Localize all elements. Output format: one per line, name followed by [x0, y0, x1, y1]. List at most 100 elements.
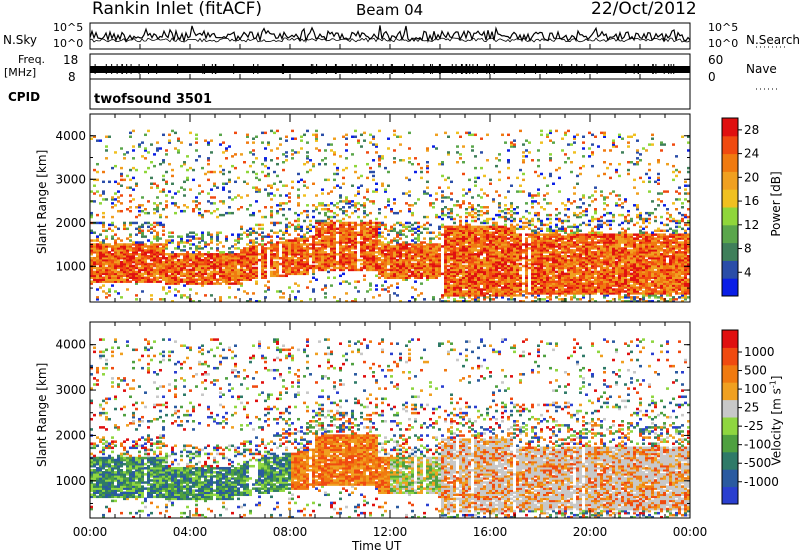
heatmap-cell — [186, 260, 189, 264]
heatmap-cell — [162, 178, 165, 182]
heatmap-cell — [507, 176, 510, 180]
heatmap-cell — [291, 241, 294, 244]
heatmap-cell — [195, 280, 198, 283]
heatmap-cell — [237, 208, 240, 211]
heatmap-cell — [162, 223, 165, 227]
heatmap-cell — [213, 278, 216, 281]
heatmap-cell — [345, 223, 348, 227]
heatmap-cell — [117, 266, 120, 270]
heatmap-cell — [120, 174, 123, 178]
heatmap-cell — [462, 296, 465, 299]
heatmap-cell — [114, 225, 117, 229]
heatmap-cell — [459, 223, 462, 227]
heatmap-cell — [417, 237, 420, 240]
heatmap-cell — [453, 255, 456, 258]
heatmap-cell — [159, 258, 162, 262]
heatmap-cell — [444, 251, 447, 254]
heatmap-cell — [462, 280, 465, 283]
heatmap-cell — [210, 253, 213, 256]
heatmap-cell — [477, 284, 480, 287]
heatmap-cell — [243, 278, 246, 281]
heatmap-cell — [534, 231, 537, 234]
heatmap-cell — [243, 272, 246, 276]
heatmap-cell — [369, 237, 372, 240]
heatmap-cell — [99, 268, 102, 272]
heatmap-cell — [489, 245, 492, 248]
heatmap-cell — [480, 243, 483, 246]
heatmap-cell — [450, 258, 453, 262]
heatmap-cell — [549, 262, 552, 266]
heatmap-cell — [456, 251, 459, 254]
heatmap-cell — [501, 290, 504, 293]
heatmap-cell — [468, 300, 471, 303]
heatmap-cell — [468, 223, 471, 227]
heatmap-cell — [150, 176, 153, 180]
heatmap-cell — [486, 280, 489, 283]
heatmap-cell — [351, 225, 354, 229]
heatmap-cell — [105, 198, 108, 201]
heatmap-cell — [285, 135, 288, 138]
heatmap-cell — [162, 249, 165, 252]
heatmap-cell — [324, 262, 327, 266]
heatmap-cell — [465, 192, 468, 195]
heatmap-cell — [459, 237, 462, 240]
heatmap-cell — [525, 278, 528, 281]
heatmap-cell — [126, 256, 129, 260]
heatmap-cell — [216, 278, 219, 281]
heatmap-cell — [417, 276, 420, 279]
heatmap-cell — [531, 300, 534, 303]
heatmap-cell — [396, 233, 399, 236]
heatmap-cell — [141, 229, 144, 232]
heatmap-cell — [96, 243, 99, 246]
heatmap-cell — [447, 241, 450, 244]
heatmap-cell — [495, 272, 498, 276]
heatmap-cell — [369, 249, 372, 252]
heatmap-cell — [534, 213, 537, 217]
heatmap-cell — [345, 166, 348, 170]
heatmap-cell — [378, 155, 381, 158]
heatmap-cell — [393, 161, 396, 164]
heatmap-cell — [516, 249, 519, 252]
heatmap-cell — [255, 251, 258, 254]
heatmap-cell — [492, 253, 495, 256]
heatmap-cell — [399, 253, 402, 256]
heatmap-cell — [432, 296, 435, 299]
heatmap-cell — [537, 213, 540, 217]
heatmap-cell — [102, 211, 105, 215]
heatmap-cell — [345, 266, 348, 270]
heatmap-cell — [315, 258, 318, 262]
heatmap-cell — [513, 264, 516, 268]
heatmap-cell — [252, 274, 255, 278]
heatmap-cell — [102, 192, 105, 195]
heatmap-cell — [345, 196, 348, 199]
heatmap-cell — [471, 231, 474, 234]
heatmap-cell — [363, 247, 366, 250]
heatmap-cell — [291, 270, 294, 274]
heatmap-cell — [489, 278, 492, 281]
heatmap-cell — [285, 255, 288, 258]
heatmap-cell — [390, 249, 393, 252]
heatmap-cell — [489, 266, 492, 270]
heatmap-cell — [474, 243, 477, 246]
heatmap-cell — [507, 260, 510, 264]
heatmap-cell — [459, 284, 462, 287]
heatmap-cell — [375, 288, 378, 291]
heatmap-cell — [417, 255, 420, 258]
heatmap-cell — [342, 227, 345, 231]
heatmap-cell — [450, 211, 453, 215]
heatmap-cell — [105, 260, 108, 264]
heatmap-cell — [102, 241, 105, 244]
heatmap-cell — [414, 247, 417, 250]
heatmap-cell — [222, 280, 225, 283]
heatmap-cell — [240, 278, 243, 281]
heatmap-cell — [537, 274, 540, 278]
heatmap-cell — [489, 235, 492, 238]
heatmap-cell — [294, 245, 297, 248]
heatmap-cell — [270, 129, 273, 133]
heatmap-cell — [537, 268, 540, 272]
heatmap-cell — [456, 255, 459, 258]
heatmap-cell — [396, 266, 399, 270]
heatmap-cell — [375, 239, 378, 242]
heatmap-cell — [363, 223, 366, 227]
heatmap-cell — [357, 139, 360, 142]
